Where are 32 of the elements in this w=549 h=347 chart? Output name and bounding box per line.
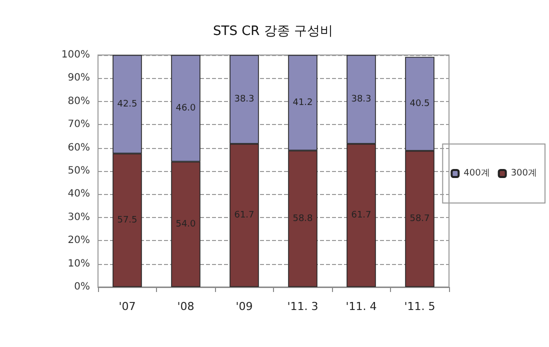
data-label: 38.3 <box>234 94 254 104</box>
x-tick-label: '11. 3 <box>287 300 318 313</box>
y-tick-label: 70% <box>68 119 90 130</box>
y-tick-label: 40% <box>68 188 90 200</box>
data-label: 38.3 <box>351 94 372 104</box>
x-tick-label: '08 <box>177 300 194 313</box>
data-label: 41.2 <box>292 98 313 108</box>
data-label: 58.7 <box>410 214 430 224</box>
legend-label: 300계 <box>510 168 538 178</box>
data-label: 54.0 <box>176 219 196 230</box>
y-tick-label: 30% <box>68 212 90 223</box>
y-tick-label: 20% <box>68 235 90 246</box>
y-tick-label: 0% <box>74 282 90 292</box>
y-tick-label: 50% <box>68 166 90 176</box>
x-tick-label: '07 <box>118 300 136 313</box>
data-label: 58.8 <box>292 214 314 224</box>
y-tick-label: 90% <box>68 72 90 84</box>
x-tick-label: '09 <box>236 300 253 313</box>
y-tick-label: 60% <box>68 142 90 154</box>
y-tick-label: 80% <box>68 96 90 107</box>
data-label: 40.5 <box>410 98 430 109</box>
data-label: 61.7 <box>351 210 372 220</box>
x-tick-label: '11. 4 <box>346 300 377 313</box>
data-label: 42.5 <box>117 99 138 110</box>
legend-label: 400계 <box>464 168 490 178</box>
chart-title: STS CR 강종 구성비 <box>213 24 333 39</box>
y-tick-label: 100% <box>61 50 90 60</box>
x-tick-label: '11. 5 <box>404 300 436 313</box>
data-label: 46.0 <box>176 103 196 114</box>
data-label: 57.5 <box>117 215 138 226</box>
y-tick-label: 10% <box>68 258 90 270</box>
data-label: 61.7 <box>234 210 254 220</box>
